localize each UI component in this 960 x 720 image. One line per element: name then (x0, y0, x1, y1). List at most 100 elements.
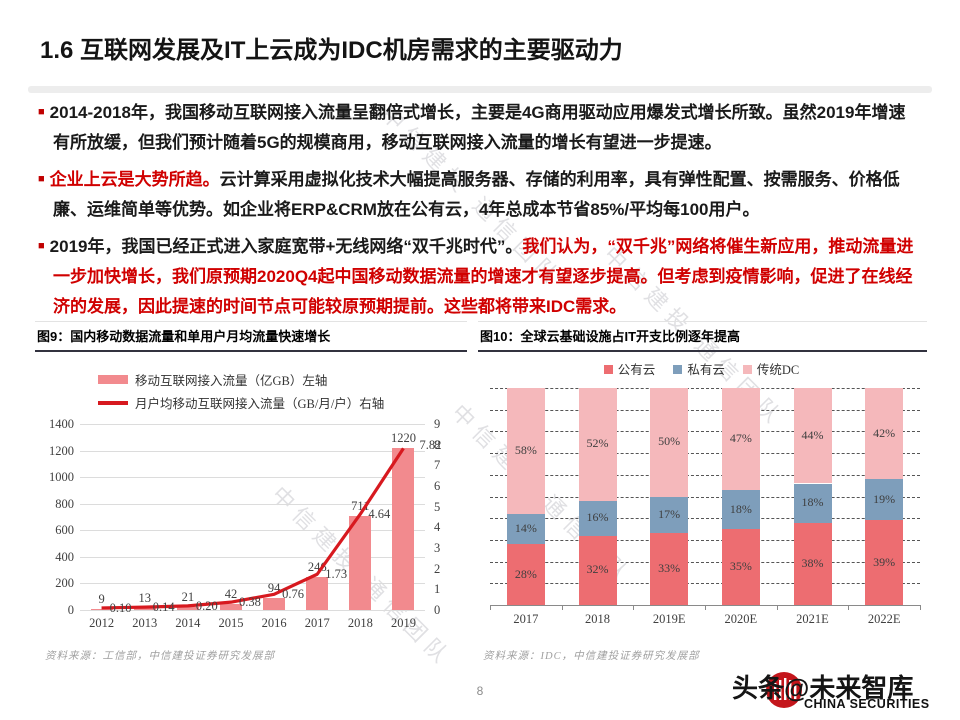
stacked-bar-segment (506, 388, 545, 514)
line-series (101, 447, 405, 610)
x-axis-tick (561, 605, 563, 610)
stacked-bar-segment (578, 500, 617, 536)
segment-value-label: 32% (586, 562, 609, 577)
x-axis-label: 2021E (796, 612, 829, 626)
title-divider (28, 86, 932, 93)
x-axis-tick (776, 605, 778, 610)
bar-value-label: 21 (181, 590, 195, 605)
y2-axis-tick: 0 (434, 603, 441, 617)
x-axis-tick (705, 605, 706, 610)
brand-footer: 头条@未来智库 CHINA SECURITIES (732, 668, 942, 718)
y2-axis-tick: 9 (434, 417, 441, 431)
stacked-bar-segment (650, 496, 689, 534)
y-axis-tick: 1400 (49, 417, 74, 431)
gridline (490, 496, 920, 498)
bar (219, 604, 242, 610)
x-axis-label: 2013 (132, 616, 158, 630)
bar (349, 515, 372, 610)
segment-value-label: 17% (658, 506, 681, 521)
stacked-bar-segment (865, 388, 904, 480)
stacked-bar-segment (793, 522, 832, 605)
legend-label: 移动互联网接入流量（亿GB）左轴 (135, 374, 328, 388)
stacked-bar-segment (506, 544, 545, 605)
bar-value-label: 246 (307, 560, 327, 575)
x-axis-tick (920, 605, 921, 610)
segment-value-label: 44% (801, 427, 824, 442)
x-axis-label: 2019E (652, 612, 686, 626)
y2-axis-tick: 3 (434, 541, 441, 555)
y2-axis-tick: 2 (434, 561, 441, 576)
gridline (490, 453, 920, 455)
stacked-bar-segment (506, 513, 545, 545)
stacked-bar-segment (650, 533, 689, 605)
stacked-bar-segment (865, 479, 904, 521)
bar-value-label: 94 (267, 580, 281, 595)
bar (392, 447, 415, 610)
stacked-bar-segment (650, 388, 689, 497)
gridline (80, 530, 425, 532)
line-value-label: 1.73 (325, 567, 348, 582)
x-axis-tick (633, 605, 635, 610)
x-axis-label: 2015 (218, 616, 244, 630)
bar (133, 608, 156, 610)
bar (90, 608, 113, 610)
y2-axis-tick: 1 (434, 582, 441, 597)
line-value-label: 0.76 (282, 587, 304, 602)
gridline (80, 583, 425, 585)
fig9-source: 资料来源：工信部，中信建投证券研究发展部 (45, 651, 275, 662)
stacked-bar-segment (578, 388, 617, 501)
bullet-marker: ■ (38, 173, 45, 185)
gridline (490, 518, 920, 520)
y2-axis-tick: 8 (434, 437, 441, 452)
y-axis-tick: 200 (55, 576, 74, 591)
segment-value-label: 35% (729, 559, 752, 574)
gridline (490, 561, 920, 563)
bullet-item-2: ■ 企业上云是大势所趋。云计算采用虚拟化技术大幅提高服务器、存储的利用率，具有弹性… (38, 164, 922, 225)
x-axis-label: 2020E (724, 612, 758, 626)
segment-value-label: 33% (658, 561, 681, 576)
legend-label: 传统DC (756, 363, 800, 377)
gridline (80, 556, 425, 558)
fig9-plot: 0 200 400 600 800 1000 1200 1400 0 1 2 3 4 5 6 7 8 9 9 2012… (49, 417, 441, 630)
segment-value-label: 58% (514, 442, 537, 457)
segment-value-label: 39% (873, 554, 896, 569)
bullet-item-3: ■ 2019年，我国已经正式进入家庭宽带+无线网络“双千兆时代”。我们认为，“双千… (38, 231, 922, 322)
x-axis-label: 2012 (89, 616, 115, 630)
y-axis-tick: 600 (55, 523, 74, 538)
segment-value-label: 42% (873, 425, 896, 440)
bullet-text: 2014-2018年，我国移动互联网接入流量呈翻倍式增长，主要是4G商用驱动应用… (49, 103, 906, 152)
segment-value-label: 14% (514, 521, 537, 536)
stacked-bar-segment (865, 520, 904, 605)
fig9-title: 图9：国内移动数据流量和单用户月均流量快速增长 (35, 321, 467, 352)
bar-value-label: 1220 (390, 430, 416, 445)
bullet-marker: ■ (38, 240, 45, 252)
bar-swatch-icon (98, 375, 128, 384)
segment-value-label: 18% (729, 501, 752, 516)
bar (263, 597, 286, 610)
toutiao-watermark-text: 头条@未来智库 (732, 673, 914, 703)
line-value-label: 7.82 (419, 438, 442, 453)
line-value-label: 4.64 (368, 507, 391, 522)
bullet-lead-red: 企业上云是大势所趋。 (49, 170, 220, 189)
segment-value-label: 47% (729, 430, 752, 445)
fig10-plot: 28% 14% 58% 2017 32% 16% 52% 2018 33% 17% 50% 2019E… (490, 388, 921, 626)
bullet-text-red: 我们认为，“双千兆”网络将催生新应用，推动流量进一步加快增长，我们原预期2020… (53, 237, 914, 316)
gridline (490, 539, 920, 541)
line-value-label: 0.14 (152, 600, 175, 615)
legend-label: 私有云 (687, 363, 725, 377)
y-axis-tick: 1200 (49, 443, 74, 458)
line-value-label: 0.20 (195, 598, 218, 613)
legend-label: 月户均移动互联网接入流量（GB/月/户）右轴 (135, 397, 385, 411)
y2-axis-tick: 5 (434, 499, 441, 514)
bullet-lead-black: 2019年，我国已经正式进入家庭宽带+无线网络“双千兆时代”。 (49, 237, 523, 256)
bullet-list: ■ 2014-2018年，我国移动互联网接入流量呈翻倍式增长，主要是4G商用驱动应… (38, 97, 922, 328)
bullet-text: 云计算采用虚拟化技术大幅提高服务器、存储的利用率，具有弹性配置、按需服务、价格低… (53, 170, 900, 219)
legend-item: 传统DC (742, 359, 800, 379)
segment-value-label: 16% (586, 510, 609, 525)
x-axis-tick (848, 605, 850, 610)
gridline (490, 388, 920, 389)
line-value-label: 0.38 (238, 595, 261, 610)
x-axis-label: 2014 (175, 616, 201, 630)
gridline (490, 583, 920, 585)
gridline (490, 431, 920, 433)
